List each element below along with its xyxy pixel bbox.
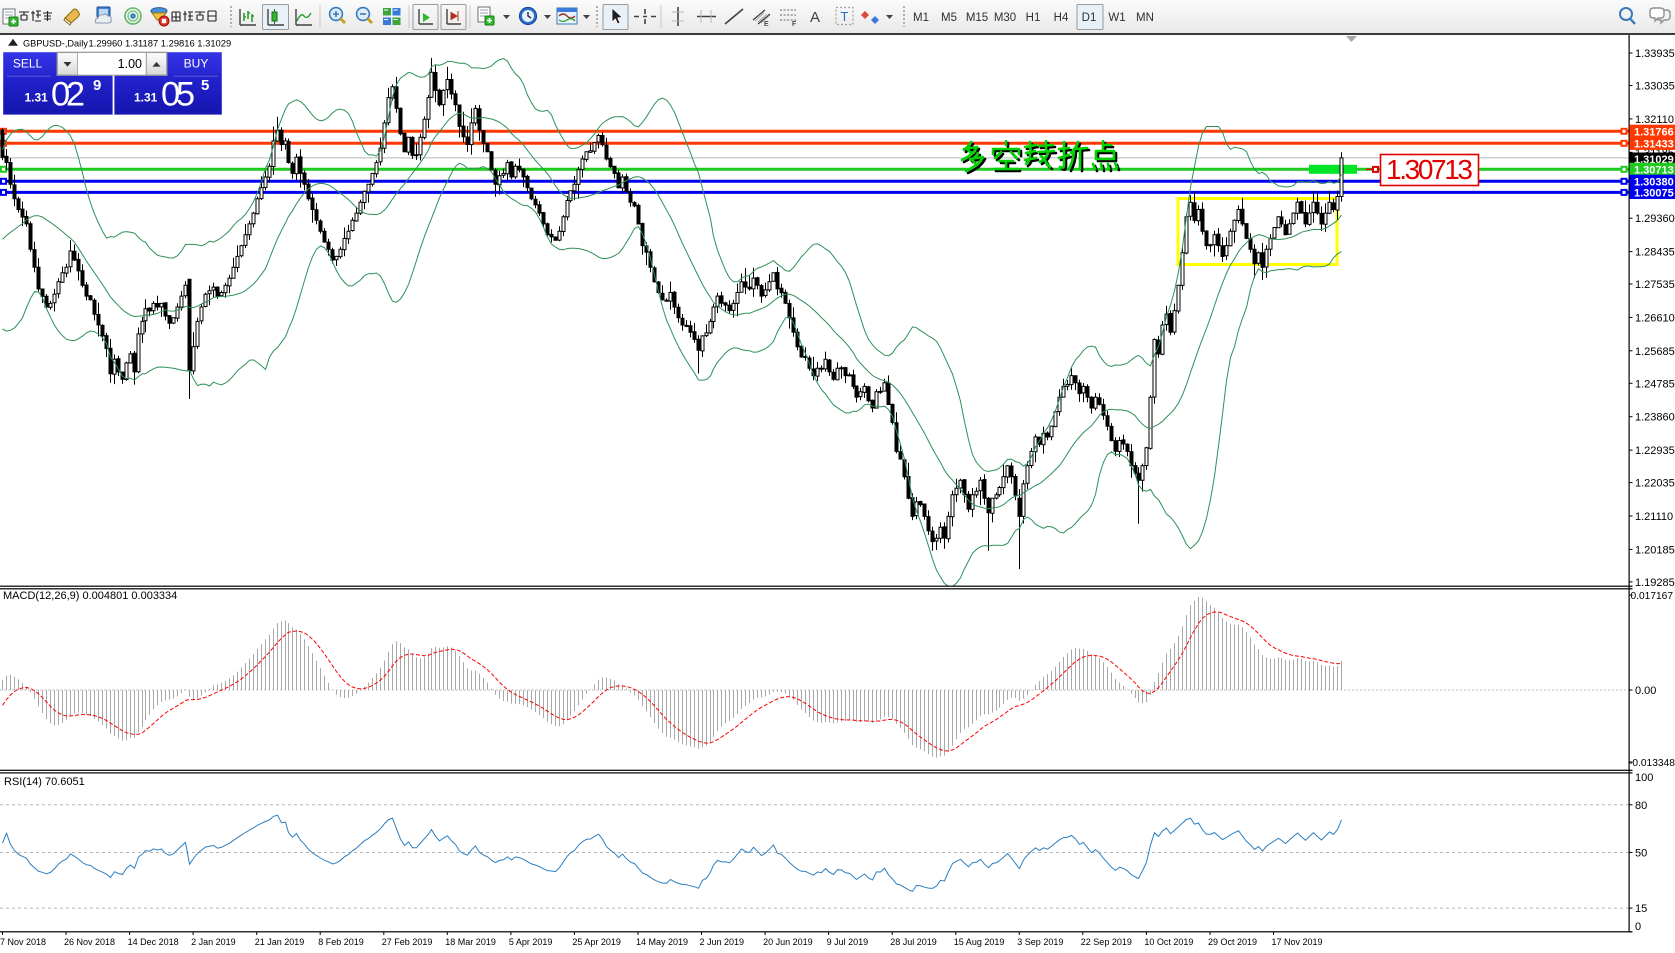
svg-text:1.31: 1.31	[25, 91, 49, 105]
svg-text:5: 5	[201, 77, 209, 94]
svg-text:1.22935: 1.22935	[1635, 445, 1675, 457]
svg-text:02: 02	[51, 76, 85, 114]
svg-text:1.25685: 1.25685	[1635, 346, 1675, 358]
svg-text:1.33935: 1.33935	[1635, 48, 1675, 60]
svg-text:9: 9	[93, 77, 101, 94]
svg-text:14 Dec 2018: 14 Dec 2018	[128, 937, 179, 947]
svg-text:SELL: SELL	[13, 57, 43, 71]
svg-text:100: 100	[1635, 772, 1653, 784]
svg-text:80: 80	[1635, 800, 1647, 812]
svg-text:1.21110: 1.21110	[1635, 511, 1673, 523]
svg-text:2 Jan 2019: 2 Jan 2019	[191, 937, 236, 947]
svg-text:28 Jul 2019: 28 Jul 2019	[890, 937, 937, 947]
svg-text:M1: M1	[913, 12, 929, 24]
svg-text:14 May 2019: 14 May 2019	[636, 937, 688, 947]
svg-text:25 Apr 2019: 25 Apr 2019	[572, 937, 621, 947]
svg-text:1.20185: 1.20185	[1635, 544, 1675, 556]
svg-text:0.017167: 0.017167	[1631, 591, 1674, 602]
svg-text:1.24785: 1.24785	[1635, 378, 1675, 390]
svg-text:1.19285: 1.19285	[1635, 577, 1675, 589]
svg-text:1.30713: 1.30713	[1386, 154, 1473, 185]
svg-text:27 Feb 2019: 27 Feb 2019	[382, 937, 433, 947]
svg-text:1.27535: 1.27535	[1635, 279, 1675, 291]
svg-text:M5: M5	[941, 12, 957, 24]
svg-text:M15: M15	[966, 12, 988, 24]
svg-text:MN: MN	[1136, 12, 1154, 24]
svg-text:RSI(14) 70.6051: RSI(14) 70.6051	[4, 776, 85, 788]
svg-text:A: A	[810, 9, 820, 26]
svg-text:7 Nov 2018: 7 Nov 2018	[0, 937, 46, 947]
svg-text:H4: H4	[1054, 12, 1069, 24]
svg-text:2 Jun 2019: 2 Jun 2019	[700, 937, 745, 947]
svg-text:1.29960 1.31187 1.29816 1.3102: 1.29960 1.31187 1.29816 1.31029	[89, 38, 232, 49]
svg-text:17 Nov 2019: 17 Nov 2019	[1272, 937, 1323, 947]
svg-text:1.00: 1.00	[118, 57, 142, 71]
svg-text:10 Oct 2019: 10 Oct 2019	[1144, 937, 1193, 947]
svg-text:8 Feb 2019: 8 Feb 2019	[318, 937, 364, 947]
svg-text:H1: H1	[1026, 12, 1041, 24]
svg-text:BUY: BUY	[184, 57, 209, 71]
svg-text:3 Sep 2019: 3 Sep 2019	[1017, 937, 1063, 947]
svg-text:F: F	[792, 21, 796, 28]
svg-text:50: 50	[1635, 848, 1647, 860]
svg-text:1.32110: 1.32110	[1635, 114, 1674, 126]
svg-text:0: 0	[1635, 921, 1641, 933]
svg-text:1.31766: 1.31766	[1634, 126, 1674, 138]
svg-text:-0.013348: -0.013348	[1629, 758, 1675, 769]
svg-text:26 Nov 2018: 26 Nov 2018	[64, 937, 115, 947]
svg-text:GBPUSD-,Daily: GBPUSD-,Daily	[23, 39, 88, 49]
svg-text:20 Jun 2019: 20 Jun 2019	[763, 937, 813, 947]
svg-text:18 Mar 2019: 18 Mar 2019	[445, 937, 496, 947]
svg-text:1.30713: 1.30713	[1634, 164, 1674, 176]
svg-text:9 Jul 2019: 9 Jul 2019	[827, 937, 869, 947]
svg-text:1.30075: 1.30075	[1634, 187, 1674, 199]
svg-text:05: 05	[161, 76, 195, 114]
svg-text:15: 15	[1635, 903, 1647, 915]
svg-text:1.31: 1.31	[134, 91, 158, 105]
svg-text:W1: W1	[1108, 12, 1125, 24]
svg-text:21 Jan 2019: 21 Jan 2019	[255, 937, 305, 947]
svg-text:5 Apr 2019: 5 Apr 2019	[509, 937, 553, 947]
svg-text:MACD(12,26,9) 0.004801 0.00333: MACD(12,26,9) 0.004801 0.003334	[3, 590, 177, 602]
svg-text:1.28435: 1.28435	[1635, 247, 1675, 259]
svg-text:22 Sep 2019: 22 Sep 2019	[1081, 937, 1132, 947]
svg-text:29 Oct 2019: 29 Oct 2019	[1208, 937, 1257, 947]
svg-text:1.26610: 1.26610	[1635, 312, 1675, 324]
svg-text:1.22035: 1.22035	[1635, 478, 1675, 490]
svg-text:1.23860: 1.23860	[1635, 412, 1675, 424]
svg-text:M30: M30	[994, 12, 1016, 24]
svg-text:E: E	[764, 21, 769, 28]
svg-text:D1: D1	[1082, 12, 1097, 24]
svg-text:T: T	[841, 9, 849, 24]
svg-text:1.29360: 1.29360	[1635, 213, 1675, 225]
svg-text:1.33035: 1.33035	[1635, 81, 1675, 93]
svg-text:1.30380: 1.30380	[1634, 176, 1674, 188]
svg-text:0.00: 0.00	[1635, 685, 1656, 697]
svg-text:1.31433: 1.31433	[1634, 138, 1674, 150]
svg-text:15 Aug 2019: 15 Aug 2019	[954, 937, 1005, 947]
